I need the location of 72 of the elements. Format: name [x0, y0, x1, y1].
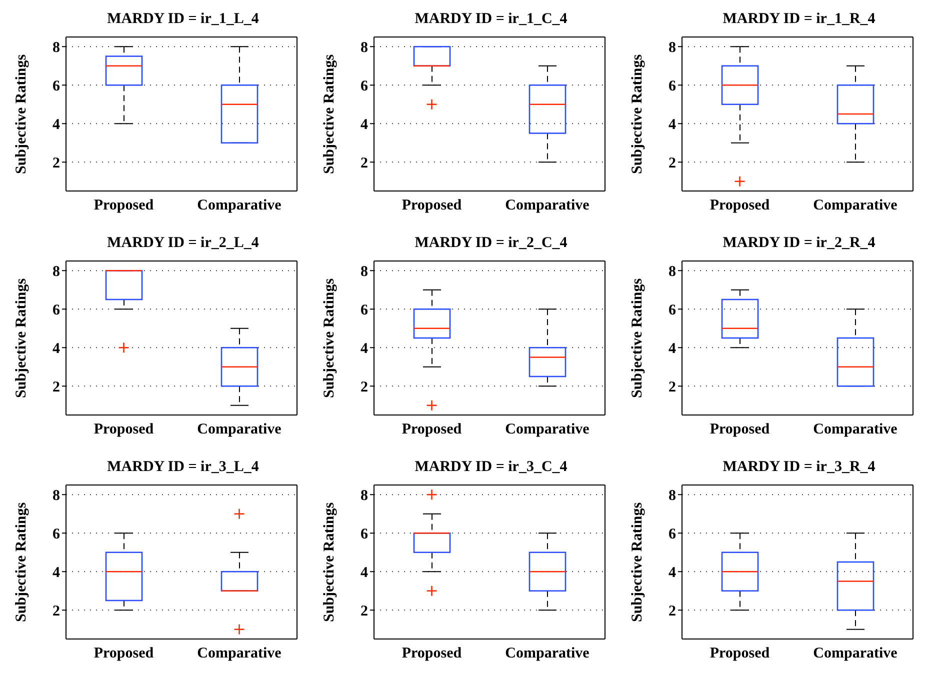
y-tick-label: 6 [52, 78, 60, 94]
x-tick-label: Proposed [710, 422, 770, 438]
y-tick-label: 6 [668, 302, 676, 318]
y-tick-label: 8 [668, 488, 676, 504]
y-tick-label: 2 [52, 155, 60, 172]
y-tick-label: 4 [360, 340, 368, 357]
x-tick-label: Comparative [813, 198, 898, 214]
x-tick-label: Comparative [197, 646, 282, 662]
y-tick-label: 4 [360, 116, 368, 133]
y-tick-label: 2 [360, 603, 368, 620]
y-tick-label: 8 [52, 488, 60, 504]
x-tick-label: Proposed [402, 422, 462, 438]
x-tick-label: Proposed [710, 198, 770, 214]
y-tick-label: 4 [668, 116, 676, 133]
y-tick-label: 2 [52, 603, 60, 620]
x-tick-label: Comparative [813, 422, 898, 438]
x-tick-label: Proposed [402, 646, 462, 662]
chart-title: MARDY ID = ir_2_R_4 [722, 234, 876, 253]
x-tick-label: Proposed [710, 646, 770, 662]
x-tick-label: Comparative [197, 198, 282, 214]
y-tick-label: 4 [52, 116, 60, 133]
x-tick-label: Comparative [505, 646, 590, 662]
y-tick-label: 6 [360, 78, 368, 94]
y-tick-label: 8 [668, 264, 676, 280]
x-tick-label: Proposed [94, 422, 154, 438]
y-tick-label: 6 [668, 526, 676, 542]
y-axis-title: Subjective Ratings [629, 502, 646, 622]
y-tick-label: 6 [52, 302, 60, 318]
y-tick-label: 6 [52, 526, 60, 542]
y-axis-title: Subjective Ratings [321, 278, 338, 398]
y-tick-label: 8 [360, 488, 368, 504]
x-tick-label: Proposed [402, 198, 462, 214]
x-tick-label: Comparative [505, 198, 590, 214]
y-tick-label: 4 [668, 564, 676, 581]
chart-title: MARDY ID = ir_1_C_4 [414, 10, 568, 29]
y-tick-label: 6 [668, 78, 676, 94]
x-tick-label: Comparative [813, 646, 898, 662]
y-axis-title: Subjective Ratings [629, 278, 646, 398]
y-tick-label: 2 [360, 155, 368, 172]
y-axis-title: Subjective Ratings [13, 278, 30, 398]
y-axis-title: Subjective Ratings [13, 54, 30, 174]
y-tick-label: 4 [52, 564, 60, 581]
y-tick-label: 2 [668, 379, 676, 396]
y-tick-label: 4 [360, 564, 368, 581]
y-axis-title: Subjective Ratings [321, 502, 338, 622]
y-tick-label: 2 [52, 379, 60, 396]
x-tick-label: Comparative [197, 422, 282, 438]
chart-title: MARDY ID = ir_2_L_4 [106, 234, 260, 253]
chart-title: MARDY ID = ir_2_C_4 [414, 234, 568, 253]
y-tick-label: 4 [52, 340, 60, 357]
chart-title: MARDY ID = ir_1_R_4 [722, 10, 876, 29]
y-axis-title: Subjective Ratings [13, 502, 30, 622]
y-tick-label: 8 [668, 40, 676, 56]
chart-title: MARDY ID = ir_3_C_4 [414, 458, 568, 477]
y-tick-label: 8 [52, 40, 60, 56]
y-tick-label: 2 [360, 379, 368, 396]
y-axis-title: Subjective Ratings [321, 54, 338, 174]
x-tick-label: Proposed [94, 198, 154, 214]
chart-title: MARDY ID = ir_3_R_4 [722, 458, 876, 477]
y-tick-label: 6 [360, 302, 368, 318]
x-tick-label: Proposed [94, 646, 154, 662]
y-tick-label: 8 [52, 264, 60, 280]
x-tick-label: Comparative [505, 422, 590, 438]
chart-title: MARDY ID = ir_3_L_4 [106, 458, 260, 477]
y-tick-label: 4 [668, 340, 676, 357]
y-axis-title: Subjective Ratings [629, 54, 646, 174]
y-tick-label: 6 [360, 526, 368, 542]
y-tick-label: 8 [360, 40, 368, 56]
y-tick-label: 8 [360, 264, 368, 280]
chart-title: MARDY ID = ir_1_L_4 [106, 10, 260, 29]
y-tick-label: 2 [668, 603, 676, 620]
y-tick-label: 2 [668, 155, 676, 172]
